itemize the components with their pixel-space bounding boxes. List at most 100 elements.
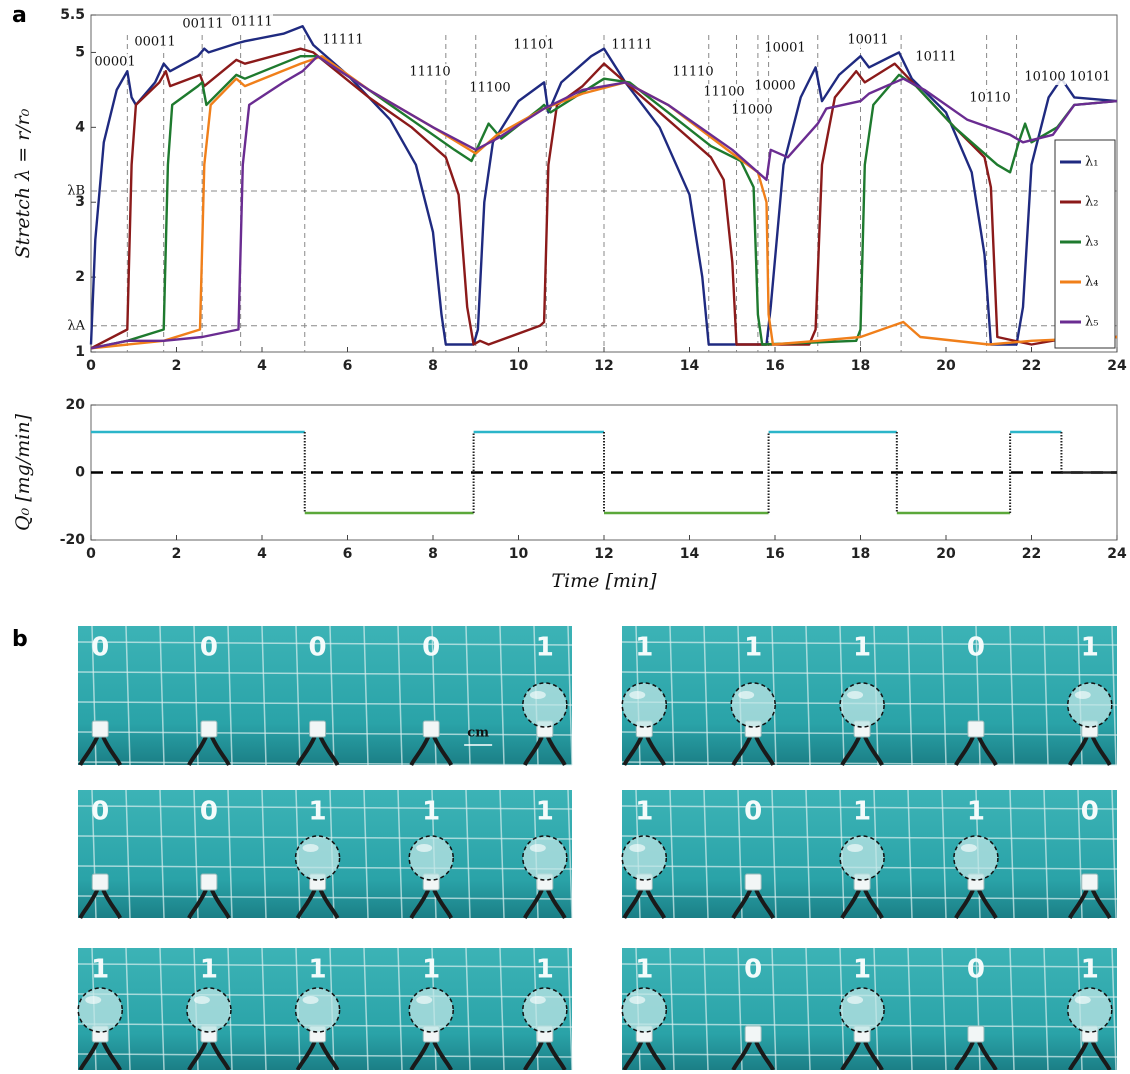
annotation: 00001 [94,55,135,70]
tubing [622,736,667,766]
annotation-bg [611,37,653,53]
droplet [621,835,668,881]
droplet [621,987,668,1033]
grid-pattern [77,805,573,810]
tubing [840,889,884,919]
tubing [78,736,123,766]
annotation: 11100 [703,85,744,100]
annotation: 10001 [764,41,805,56]
grid-pattern [567,947,573,1071]
tubing [295,889,340,919]
grid-pattern [499,789,505,919]
tubing [1067,889,1112,919]
grid-pattern [397,625,403,766]
droplet-highlight [629,996,646,1004]
tubing [523,1041,567,1071]
grid-pattern [1043,625,1049,766]
tubing [1067,736,1112,766]
bit-digit: 0 [200,797,218,827]
bit-digit: 1 [853,633,871,663]
grid-pattern [363,625,369,766]
grid-pattern [329,625,335,766]
bit-digit: 1 [309,797,327,827]
grid-pattern [77,963,573,968]
photo: 1 0 1 1 0 [621,789,1118,919]
bit-digit: 1 [1081,633,1099,663]
y-tick-label: 3 [75,194,85,210]
photo: 0 0 1 1 1 [77,789,573,919]
x-tick-label: 2 [172,358,182,374]
bit-digit: 1 [635,955,653,985]
panel-label: b [12,627,28,652]
tubing [840,736,884,766]
droplet [294,987,341,1033]
tubing [295,736,340,766]
tubing [954,736,998,766]
bit-digit: 1 [635,633,653,663]
grid-pattern [941,625,947,766]
tubing [409,736,453,766]
series-line [90,55,1118,350]
x-tick-label: 24 [1107,546,1127,562]
tubing [187,736,231,766]
grid-pattern [363,789,369,919]
legend-label: λ₃ [1085,235,1098,250]
annotation: 10110 [969,91,1010,106]
droplet-highlight [1074,996,1091,1004]
x-tick-label: 22 [1022,358,1041,374]
y-tick-label: 4 [75,119,85,135]
y-tick-label: -20 [60,532,86,548]
nozzle [967,1025,985,1043]
grid-pattern [805,947,811,1071]
x-tick-label: 16 [765,546,784,562]
annotation-bg [969,90,1011,106]
x-tick-label: 22 [1022,546,1041,562]
droplet [839,835,885,881]
bit-digit: 0 [91,633,109,663]
bit-digit: 0 [1081,797,1099,827]
annotation-bg [1069,69,1111,85]
droplet-highlight [847,844,864,852]
x-tick-label: 20 [936,546,956,562]
annotation: 10011 [847,33,888,48]
annotation: 10100 [1024,70,1065,85]
y-tick-label: λA [67,318,85,333]
droplet [186,987,232,1033]
droplet [1067,987,1113,1033]
scale-label: cm [467,726,489,741]
annotation: 00011 [134,35,175,50]
droplet [408,987,454,1033]
grid-pattern [193,625,199,766]
grid-pattern [77,671,573,676]
grid-pattern [907,789,913,919]
grid-pattern [975,947,981,1071]
series-line [90,55,1118,350]
x-tick-label: 8 [428,546,438,562]
x-tick-label: 18 [851,546,870,562]
nozzle [1081,873,1099,891]
bit-digit: 1 [536,633,554,663]
nozzle [91,873,109,891]
bit-digit: 1 [200,955,218,985]
annotation: 11100 [469,81,510,96]
annotation: 11111 [611,38,652,53]
photo: 1 1 1 0 1 [621,625,1118,766]
legend-box [1054,139,1116,349]
droplet [522,987,568,1033]
x-tick-label: 20 [936,358,956,374]
droplet-highlight [302,844,319,852]
droplet [408,835,454,881]
x-axis-label: Time [min] [551,570,657,592]
y-tick-label: 5.5 [60,7,85,23]
grid-pattern [227,625,233,766]
grid-pattern [397,947,403,1071]
droplet-highlight [847,996,864,1004]
droplet [839,682,885,728]
photo: 1 1 1 1 1 [77,947,573,1071]
grid-pattern [669,625,675,766]
grid-pattern [499,625,505,766]
y-tick-label: 1 [75,344,85,360]
droplet-highlight [529,691,546,699]
